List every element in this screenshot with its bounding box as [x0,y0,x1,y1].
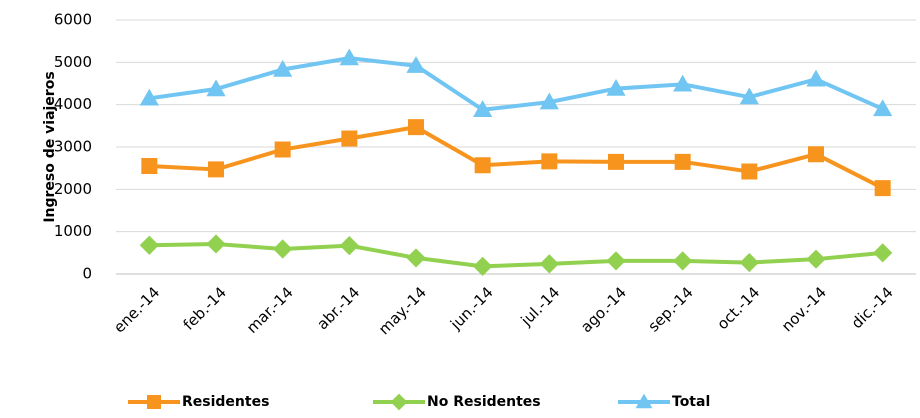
x-tick-label: jul.-14 [517,283,564,330]
x-tick-label: abr.-14 [313,283,363,333]
marker [539,92,559,110]
marker [873,99,893,117]
legend-label: Residentes [182,394,269,410]
marker [635,393,653,409]
marker [806,249,826,269]
marker [806,69,826,87]
line [149,125,884,190]
marker [208,161,224,178]
legend-label: Total [672,394,710,410]
marker [541,153,558,170]
marker [206,79,226,97]
marker [273,239,293,259]
marker [139,235,159,255]
x-tick-label: nov.-14 [778,283,830,335]
x-tick-label: may.-14 [375,283,430,338]
marker [739,87,759,105]
marker [606,251,626,271]
marker [341,130,358,147]
marker [741,163,758,180]
marker [539,254,559,274]
marker [606,78,626,96]
marker [473,256,493,276]
marker [406,248,426,268]
marker [339,48,359,66]
y-tick-label: 4000 [54,95,92,113]
x-tick-label: jun.-14 [446,283,497,334]
marker [608,153,624,170]
marker [274,141,291,158]
marker [873,243,893,263]
y-tick-label: 1000 [54,222,92,240]
y-tick-label: 3000 [54,138,92,156]
x-tick-label: sep.-14 [644,283,696,335]
marker [474,157,491,174]
y-tick-label: 6000 [54,11,92,29]
marker [739,252,759,273]
legend-label: No Residentes [427,394,541,410]
marker [874,180,891,197]
x-tick-label: ago.-14 [577,283,630,336]
line [149,56,884,112]
marker [206,234,226,254]
marker [674,153,691,170]
x-tick-label: feb.-14 [180,283,230,333]
line [149,241,883,269]
y-tick-label: 2000 [54,180,92,198]
marker [147,395,161,409]
marker [339,236,359,256]
marker [673,251,693,271]
marker [141,158,158,175]
marker [139,88,159,106]
marker [808,146,824,163]
x-tick-label: mar.-14 [243,283,297,337]
marker [390,393,408,411]
marker [273,59,293,77]
marker [473,100,493,117]
y-tick-label: 0 [82,265,92,283]
marker [408,119,424,136]
marker [673,74,693,92]
x-tick-label: oct.-14 [713,283,763,333]
y-axis-label: Ingreso de viajeros [42,71,58,222]
marker [406,56,426,73]
y-tick-label: 5000 [54,53,92,71]
x-tick-label: dic.-14 [848,283,897,332]
x-tick-label: ene.-14 [110,283,163,336]
